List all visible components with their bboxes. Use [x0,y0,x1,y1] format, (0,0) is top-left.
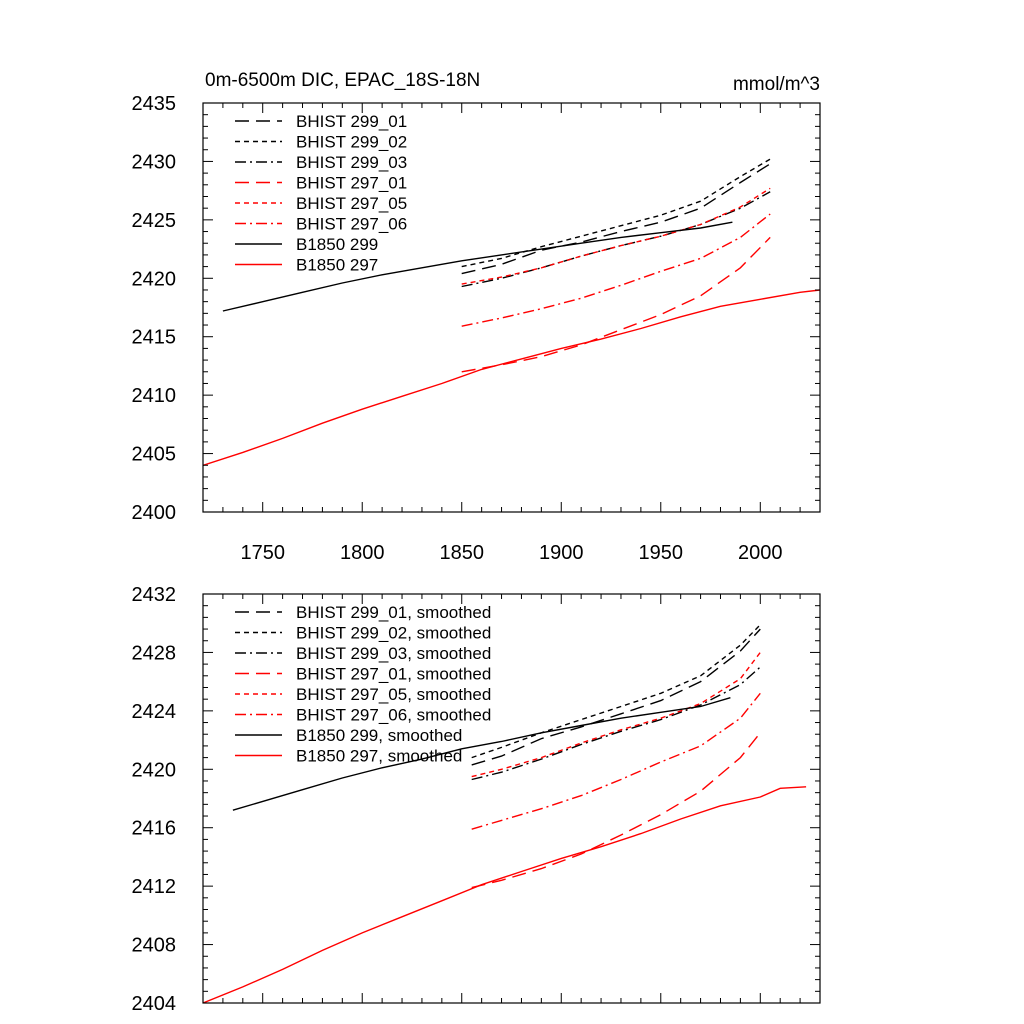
legend-entry: B1850 297, smoothed [296,747,462,766]
y-tick-label: 2428 [132,642,177,664]
series-line-5 [461,213,771,327]
series-line-0 [471,628,761,766]
legend-entry: BHIST 299_02 [296,133,407,152]
y-tick-label: 2405 [132,444,177,466]
top-panel: 1750 1800 1850 1900 1950 2000 2400 2405 2410 2415… [132,70,821,564]
x-tick-label: 1850 [439,542,484,564]
series-line-3 [471,732,761,889]
series-line-6 [232,697,731,811]
plot-frame [202,593,821,1004]
legend-entry: BHIST 299_03, smoothed [296,644,491,663]
x-tick-label: 1900 [539,542,584,564]
y-tick-label: 2435 [132,93,177,115]
legend-entry: B1850 299, smoothed [296,726,462,745]
legend-entry: BHIST 299_03 [296,153,407,172]
chart-title: 0m-6500m DIC, EPAC_18S-18N [205,70,480,91]
legend-entry: BHIST 297_01, smoothed [296,665,491,684]
series-line-2 [461,191,771,288]
legend-entry: BHIST 299_01 [296,112,407,131]
series-line-3 [461,236,771,373]
legend-entry: BHIST 297_05 [296,194,407,213]
series-line-4 [461,187,771,285]
y-tick-label: 2420 [132,759,177,781]
legend-entry: BHIST 297_06, smoothed [296,706,491,725]
y-tick-label: 2400 [132,502,177,524]
legend-entry: BHIST 297_06 [296,215,407,234]
series-group [203,624,807,1003]
series-line-7 [203,289,820,466]
series-line-1 [471,624,761,759]
legend: BHIST 299_01, smoothed BHIST 299_02, smoo… [235,603,491,766]
y-tick-label: 2412 [132,876,177,898]
bottom-panel: 2404 2408 2412 2416 2420 2424 2428 2432 BHIST 29… [132,584,821,1015]
legend-entry: B1850 299 [296,235,378,254]
y-tick-label: 2430 [132,151,177,173]
series-line-1 [461,158,771,268]
legend-entry: BHIST 299_01, smoothed [296,603,491,622]
x-tick-label: 1800 [340,542,385,564]
y-tick-label: 2416 [132,818,177,840]
legend-entry: BHIST 297_01 [296,174,407,193]
x-tick-label: 2000 [738,542,783,564]
series-line-5 [471,692,761,830]
series-line-4 [471,651,761,778]
y-tick-label: 2425 [132,210,177,232]
y-tick-label: 2408 [132,935,177,957]
legend-entry: BHIST 297_05, smoothed [296,685,491,704]
series-line-7 [203,786,807,1003]
x-tick-label: 1950 [639,542,684,564]
y-tick-label: 2420 [132,268,177,290]
legend-entry: BHIST 299_02, smoothed [296,624,491,643]
series-line-0 [461,163,771,275]
series-line-2 [471,666,761,781]
y-tick-label: 2415 [132,327,177,349]
y-tick-label: 2404 [132,993,177,1015]
units-label: mmol/m^3 [733,74,820,95]
y-tick-label: 2410 [132,385,177,407]
series-line-6 [222,221,733,312]
y-tick-label: 2424 [132,701,177,723]
y-tick-label: 2432 [132,584,177,606]
plot-frame [202,102,821,513]
x-tick-label: 1750 [240,542,285,564]
legend-entry: B1850 297 [296,256,378,275]
series-group [203,158,820,466]
